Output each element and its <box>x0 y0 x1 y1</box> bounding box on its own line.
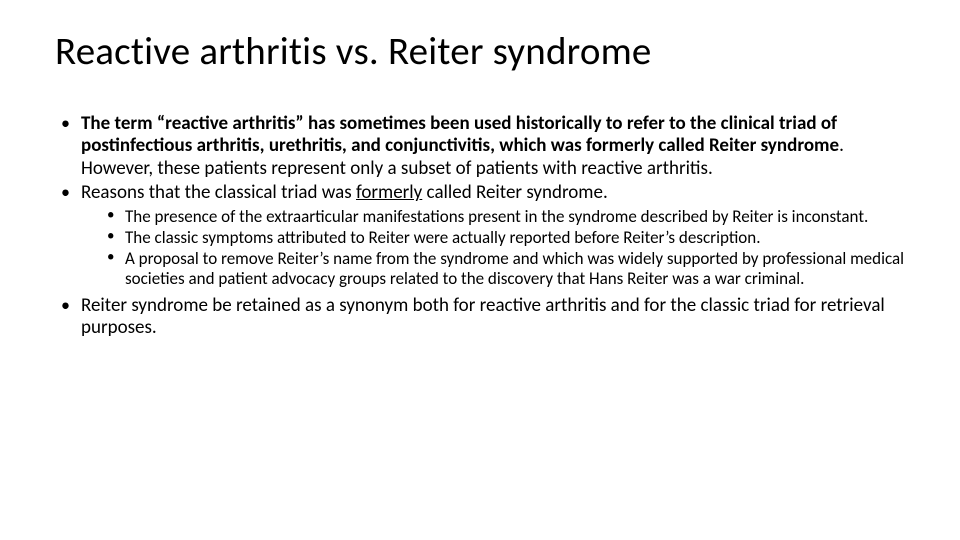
sub-bullet-item: A proposal to remove Reiter’s name from … <box>125 249 905 289</box>
bullet-item: Reasons that the classical triad was for… <box>81 182 905 289</box>
bullet-text: A proposal to remove Reiter’s name from … <box>125 248 904 289</box>
bullet-text-bold: The term “reactive arthritis” has someti… <box>81 112 839 157</box>
sub-bullet-item: The classic symptoms attributed to Reite… <box>125 228 905 248</box>
bullet-text: Reasons that the classical triad was <box>81 181 356 204</box>
bullet-item: Reiter syndrome be retained as a synonym… <box>81 295 905 340</box>
sub-bullet-item: The presence of the extraarticular manif… <box>125 207 905 227</box>
bullet-text: called Reiter syndrome. <box>422 181 607 204</box>
bullet-text: Reiter syndrome be retained as a synonym… <box>81 294 885 339</box>
bullet-list-level2: The presence of the extraarticular manif… <box>81 207 905 289</box>
slide-body: The term “reactive arthritis” has someti… <box>55 113 905 340</box>
bullet-item: The term “reactive arthritis” has someti… <box>81 113 905 180</box>
bullet-list-level1: The term “reactive arthritis” has someti… <box>55 113 905 340</box>
bullet-text-underline: formerly <box>356 181 422 204</box>
bullet-text: The presence of the extraarticular manif… <box>125 206 868 227</box>
slide-title: Reactive arthritis vs. Reiter syndrome <box>55 28 905 75</box>
bullet-text: The classic symptoms attributed to Reite… <box>125 227 760 248</box>
